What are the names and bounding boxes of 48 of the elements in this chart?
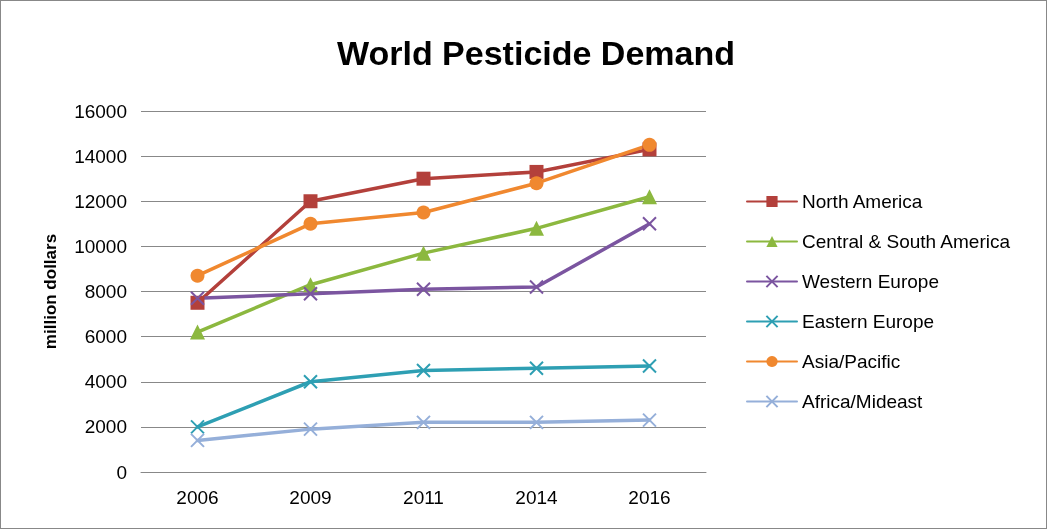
point — [642, 358, 657, 374]
x-tick-label: 2009 — [289, 487, 332, 508]
y-tick-label: 0 — [116, 461, 127, 483]
point — [642, 216, 657, 232]
x-tick-label: 2014 — [515, 487, 559, 508]
y-tick-label: 2000 — [84, 416, 127, 438]
point — [642, 412, 657, 428]
legend-label: North America — [802, 191, 923, 212]
point — [190, 419, 205, 435]
point — [416, 171, 431, 186]
point — [529, 176, 544, 191]
point — [416, 362, 431, 378]
legend-label: Asia/Pacific — [802, 351, 901, 372]
y-tick-label: 8000 — [84, 281, 127, 302]
point — [303, 286, 318, 302]
legend-label: Africa/Mideast — [802, 391, 924, 412]
legend-label: Central & South America — [802, 231, 1011, 252]
point — [529, 279, 544, 295]
point — [303, 216, 318, 231]
point — [190, 290, 205, 306]
point — [642, 137, 657, 152]
x-tick-label: 2006 — [176, 487, 219, 508]
point — [529, 360, 544, 376]
y-axis-title: million dollars — [41, 233, 60, 350]
y-tick-label: 6000 — [84, 326, 127, 348]
y-tick-label: 4000 — [84, 371, 127, 393]
point — [190, 268, 205, 283]
point — [303, 194, 318, 209]
legend-label: Eastern Europe — [802, 311, 935, 332]
point — [529, 220, 544, 236]
point — [642, 189, 657, 205]
point — [416, 205, 431, 220]
y-tick-label: 10000 — [74, 235, 127, 257]
legend-label: Western Europe — [802, 271, 939, 292]
point — [303, 421, 318, 437]
chart-title: World Pesticide Demand — [336, 34, 736, 72]
point — [190, 432, 205, 448]
point — [303, 374, 318, 390]
point — [190, 324, 205, 340]
y-tick-label: 16000 — [74, 100, 127, 122]
point — [416, 414, 431, 430]
x-tick-label: 2016 — [628, 487, 671, 508]
y-tick-label: 12000 — [74, 190, 127, 212]
x-tick-label: 2011 — [403, 487, 444, 508]
point — [416, 245, 431, 261]
point — [416, 281, 431, 297]
point — [529, 414, 544, 430]
y-tick-label: 14000 — [74, 145, 127, 167]
